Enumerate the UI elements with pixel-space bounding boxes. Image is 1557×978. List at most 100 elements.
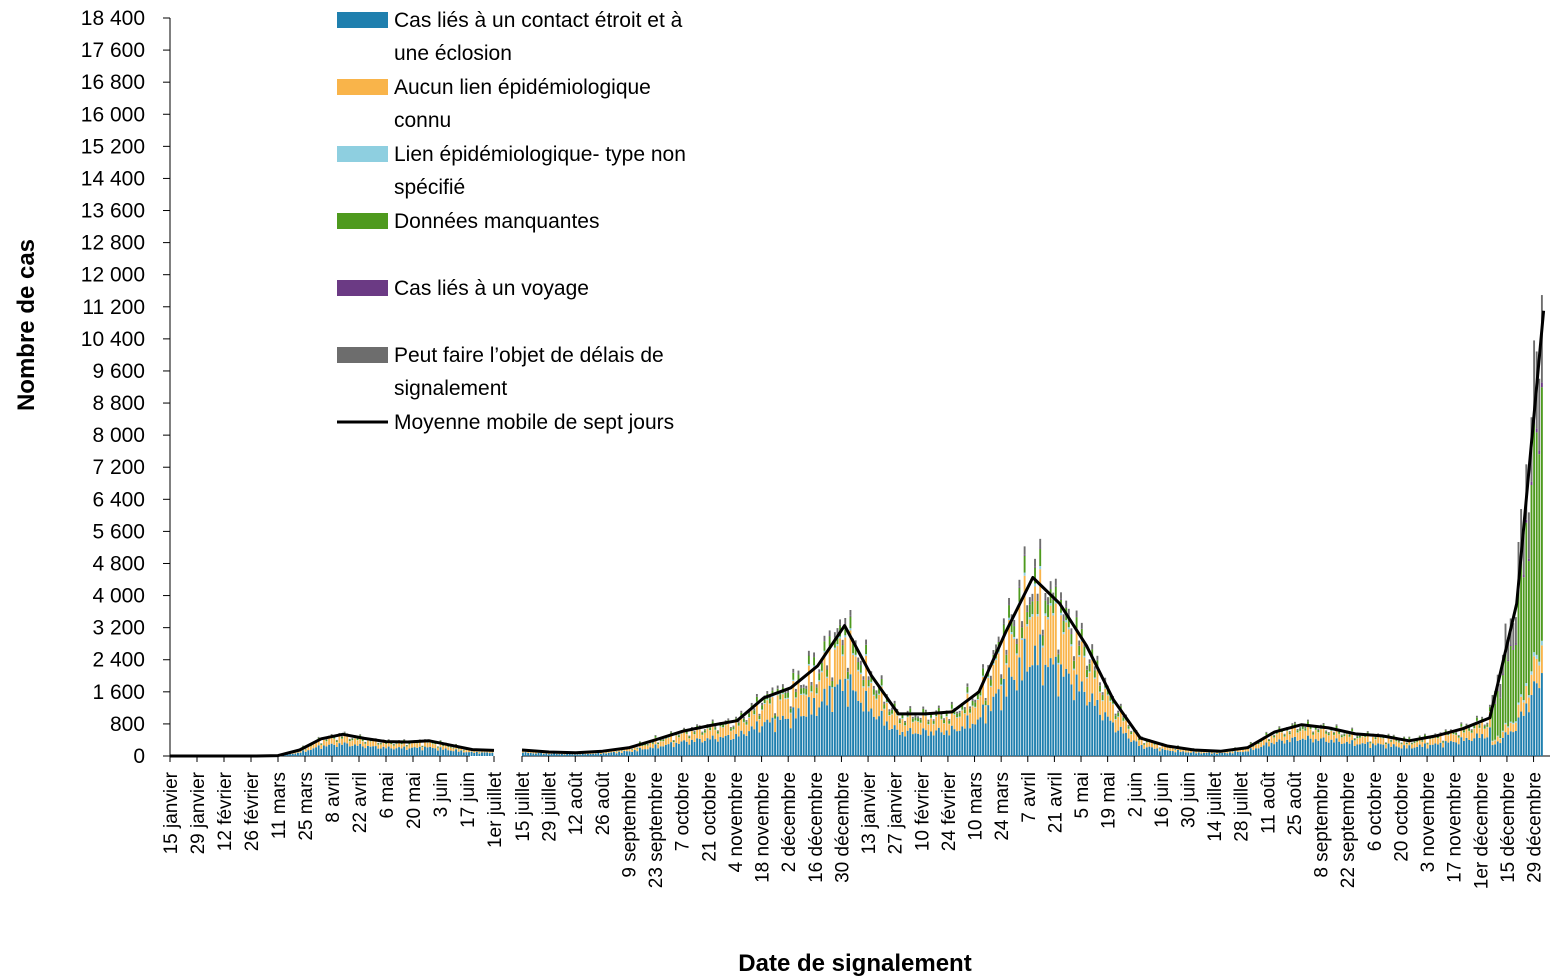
- bar-segment: [932, 735, 935, 756]
- bar-segment: [1000, 685, 1003, 711]
- bar-segment: [379, 744, 382, 749]
- bar-segment: [888, 711, 891, 716]
- bar-segment: [1374, 739, 1377, 746]
- bar-segment: [1013, 625, 1016, 627]
- bar-segment: [719, 737, 722, 756]
- bar-segment: [1062, 676, 1065, 756]
- bar-segment: [737, 726, 740, 737]
- bar-segment: [1252, 746, 1255, 751]
- bar-segment: [1465, 723, 1468, 725]
- bar-segment: [359, 743, 362, 756]
- bar-segment: [411, 743, 413, 748]
- bar-segment: [1299, 739, 1302, 756]
- x-tick-label: 15 décembre: [1498, 772, 1519, 883]
- bar-segment: [797, 674, 800, 682]
- legend-background: [318, 0, 750, 440]
- bar-segment: [904, 725, 906, 737]
- bar-segment: [1244, 751, 1247, 756]
- bar-segment: [1416, 742, 1419, 747]
- y-tick-label: 7 200: [92, 456, 145, 479]
- bar-segment: [1265, 731, 1268, 733]
- bar-segment: [1273, 735, 1276, 738]
- bar-segment: [527, 751, 530, 753]
- bar-segment: [1057, 664, 1060, 697]
- bar-segment: [1499, 738, 1502, 739]
- bar-segment: [932, 723, 935, 725]
- bar-segment: [1517, 702, 1520, 705]
- bar-segment: [1410, 748, 1413, 756]
- bar-segment: [1294, 736, 1296, 756]
- x-tick-label: 9 septembre: [620, 772, 641, 878]
- bar-segment: [690, 726, 693, 729]
- bar-segment: [307, 747, 310, 751]
- bar-segment: [943, 719, 945, 724]
- bar-segment: [883, 708, 886, 710]
- bar-segment: [1413, 743, 1416, 748]
- bar-segment: [919, 722, 922, 724]
- bar-segment: [969, 713, 971, 729]
- bar-segment: [701, 731, 704, 733]
- bar-segment: [473, 751, 476, 753]
- x-tick-label: 25 mars: [296, 772, 317, 841]
- bar-segment: [633, 749, 636, 756]
- bar-segment: [979, 695, 982, 697]
- bar-segment: [922, 708, 925, 713]
- bar-segment: [982, 675, 984, 678]
- bar-segment: [1392, 737, 1395, 745]
- bar-segment: [992, 654, 995, 655]
- bar-segment: [1496, 741, 1499, 756]
- bar-segment: [1086, 669, 1088, 678]
- bar-segment: [701, 742, 704, 756]
- bar-segment: [675, 742, 678, 756]
- bar-segment: [1520, 558, 1523, 695]
- bar-segment: [1034, 558, 1036, 567]
- bar-segment: [312, 744, 315, 749]
- bar-segment: [1527, 695, 1530, 698]
- bar-segment: [1088, 663, 1091, 672]
- bar-segment: [1335, 738, 1338, 756]
- bar-segment: [1249, 741, 1252, 743]
- bar-segment: [1099, 685, 1101, 692]
- bar-segment: [1093, 677, 1096, 679]
- bar-segment: [1088, 671, 1091, 673]
- bar-segment: [1148, 746, 1151, 756]
- bar-segment: [859, 665, 862, 673]
- bar-segment: [309, 746, 312, 750]
- bar-segment: [1073, 660, 1075, 661]
- bar-segment: [1327, 733, 1330, 736]
- bar-segment: [439, 740, 442, 743]
- bar-segment: [1130, 741, 1133, 756]
- bar-segment: [1320, 738, 1322, 756]
- bar-segment: [1041, 634, 1044, 636]
- bar-segment: [395, 748, 398, 756]
- bar-segment: [359, 734, 362, 736]
- bar-segment: [529, 752, 532, 756]
- bar-segment: [1312, 731, 1315, 733]
- bar-segment: [1501, 674, 1504, 676]
- bar-segment: [771, 717, 774, 756]
- bar-segment: [1000, 677, 1003, 685]
- x-tick-label: 6 octobre: [1365, 772, 1386, 851]
- bar-segment: [901, 718, 904, 732]
- bar-segment: [532, 751, 535, 754]
- bar-segment: [1143, 748, 1146, 756]
- bar-segment: [958, 716, 961, 718]
- bar-segment: [943, 723, 945, 724]
- bar-segment: [1148, 741, 1151, 747]
- bar-segment: [286, 753, 289, 756]
- bar-segment: [1283, 743, 1286, 756]
- bar-segment: [849, 630, 852, 675]
- bar-segment: [348, 741, 351, 747]
- bar-segment: [1499, 743, 1502, 756]
- bar-segment: [787, 697, 790, 699]
- bar-segment: [703, 729, 706, 731]
- bar-segment: [602, 753, 605, 756]
- bar-segment: [1281, 740, 1283, 756]
- bar-segment: [1008, 604, 1010, 606]
- bar-segment: [680, 733, 683, 742]
- bar-segment: [1278, 726, 1281, 728]
- bar-segment: [1530, 674, 1533, 696]
- bar-segment: [1512, 649, 1515, 723]
- bar-segment: [976, 700, 979, 720]
